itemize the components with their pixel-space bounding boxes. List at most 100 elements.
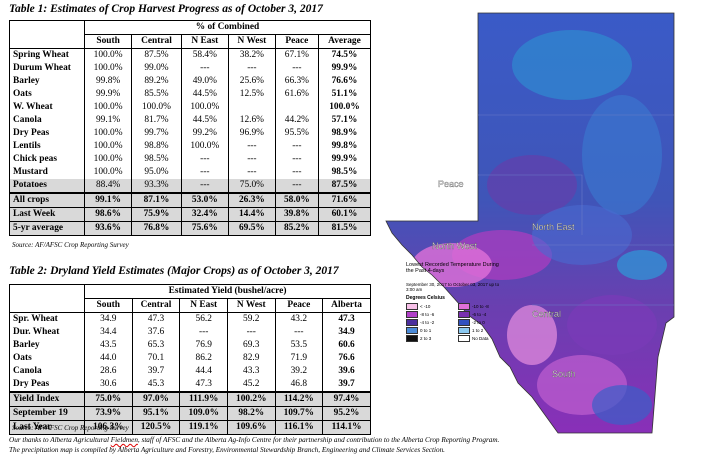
table-cell: 76.9 [179, 339, 228, 352]
table-cell: --- [275, 179, 319, 193]
row-label: All crops [9, 193, 85, 208]
table-cell: 99.1% [84, 114, 133, 127]
column-header: N West [228, 34, 276, 49]
table-cell: 81.7% [131, 114, 182, 127]
table1-source: Source: AF/AFSC Crop Reporting Survey [12, 241, 129, 249]
table-cell: 85.2% [275, 221, 319, 236]
column-header: South [84, 298, 133, 313]
row-label: Durum Wheat [9, 62, 85, 75]
table-cell: 95.5% [275, 127, 319, 140]
table-cell: 75.9% [131, 207, 182, 222]
table-cell: 12.5% [228, 88, 276, 101]
legend-item: < -10 [406, 303, 454, 310]
row-label: Canola [9, 365, 85, 378]
legend-date: September 30, 2017 to October 03, 2017 u… [406, 282, 500, 292]
legend-swatch [406, 319, 418, 326]
table-cell: --- [227, 326, 276, 339]
table-cell: 39.8% [275, 207, 319, 222]
table-cell: 30.6 [84, 378, 133, 392]
legend-swatch [406, 311, 418, 318]
table-cell: 98.5% [131, 153, 182, 166]
table-cell: 12.6% [228, 114, 276, 127]
table-cell: 65.3 [132, 339, 181, 352]
table-cell: 71.6% [318, 193, 371, 208]
table-cell: --- [275, 326, 324, 339]
table-cell: 106.3% [84, 420, 133, 435]
table-cell: --- [228, 166, 276, 179]
legend-title: Lowest Recorded Temperature During the P… [406, 262, 499, 274]
legend-swatch [458, 327, 470, 334]
row-label: Canola [9, 114, 85, 127]
legend-swatch [458, 335, 470, 342]
row-label: Spring Wheat [9, 48, 85, 62]
table-cell: 26.3% [228, 193, 276, 208]
table-row: 5-yr average 93.6% 76.8% 75.6% 69.5% 85.2% 81.… [9, 221, 371, 236]
table-cell: 73.9% [84, 406, 133, 421]
table-cell: 100.0% [84, 62, 133, 75]
table-cell: 74.5% [331, 50, 358, 60]
table-cell: 70.1 [132, 352, 181, 365]
table-cell: 46.8 [275, 378, 324, 392]
table-cell: 59.2 [227, 312, 276, 326]
table-cell: 100.0% [84, 101, 133, 114]
table-cell: 44.2% [275, 114, 319, 127]
column-header: Peace [275, 298, 324, 313]
table-cell: --- [228, 62, 276, 75]
table-row: Yield Index 75.0% 97.0% 111.9% 100.2% 114.2% 9… [9, 392, 371, 407]
table-cell: 86.2 [179, 352, 228, 365]
row-label: September 19 [9, 406, 85, 421]
table-row: Dry Peas 30.6 45.3 47.3 45.2 46.8 39.7 [9, 378, 371, 392]
row-label: Barley [9, 75, 85, 88]
row-label: Mustard [9, 166, 85, 179]
table-row: Spring Wheat 100.0% 87.5% 58.4% 38.2% 67.1% 74… [9, 48, 371, 62]
table-cell: 37.6 [132, 326, 181, 339]
table-cell [275, 101, 319, 114]
table-cell: 100.2% [227, 392, 276, 407]
table-cell: 95.0% [131, 166, 182, 179]
table-cell: 47.3 [179, 378, 228, 392]
table-cell: --- [275, 153, 319, 166]
legend-label: -2 to 0 [472, 320, 485, 325]
table-row: Canola 99.1% 81.7% 44.5% 12.6% 44.2% 57.1% [9, 114, 371, 127]
table-cell: 119.1% [179, 420, 228, 435]
table-cell: 99.9% [84, 88, 133, 101]
table-cell: 75.6% [181, 221, 229, 236]
table-row: Spr. Wheat 34.9 47.3 56.2 59.2 43.2 47.3 [9, 312, 371, 326]
legend-label: < -10 [420, 304, 431, 309]
table-cell: 114.2% [275, 392, 324, 407]
table1-title: Table 1: Estimates of Crop Harvest Progr… [9, 3, 323, 15]
table2-title: Table 2: Dryland Yield Estimates (Major … [9, 265, 339, 277]
table-cell: 39.7 [338, 379, 355, 389]
table-cell: 44.4 [179, 365, 228, 378]
legend-item: 0 to 1 [406, 327, 454, 334]
column-header: Central [131, 34, 182, 49]
table-cell: 93.6% [84, 221, 133, 236]
table-cell: 87.5% [131, 48, 182, 62]
table-cell: 44.5% [181, 88, 229, 101]
table-row: Last Year 106.3% 120.5% 119.1% 109.6% 116.1% 1… [9, 420, 371, 435]
table-cell: --- [228, 153, 276, 166]
table-cell: --- [179, 326, 228, 339]
legend-label: 2 to 3 [420, 336, 432, 341]
table-cell: 61.6% [275, 88, 319, 101]
legend-swatch [458, 311, 470, 318]
table-row: Lentils 100.0% 98.8% 100.0% --- --- 99.8% [9, 140, 371, 153]
row-label: Spr. Wheat [9, 312, 85, 326]
table-cell: 100.0% [84, 166, 133, 179]
table-cell: 25.6% [228, 75, 276, 88]
table-row: Oats 99.9% 85.5% 44.5% 12.5% 61.6% 51.1% [9, 88, 371, 101]
table-cell: 43.3 [227, 365, 276, 378]
column-header: Average [328, 36, 361, 46]
table-cell: 28.6 [84, 365, 133, 378]
table-cell: 99.0% [131, 62, 182, 75]
table-cell: 44.5% [181, 114, 229, 127]
table-cell: 34.9 [84, 312, 133, 326]
legend-item: 2 to 3 [406, 335, 454, 342]
table-row: Canola 28.6 39.7 44.4 43.3 39.2 39.6 [9, 365, 371, 378]
table-cell: 51.1% [331, 89, 358, 99]
table-cell: 39.2 [275, 365, 324, 378]
legend-label: No Data [472, 336, 489, 341]
table-cell: 100.0% [84, 140, 133, 153]
table-cell: 76.6% [331, 76, 358, 86]
map-legend: Lowest Recorded Temperature During the P… [406, 262, 506, 342]
